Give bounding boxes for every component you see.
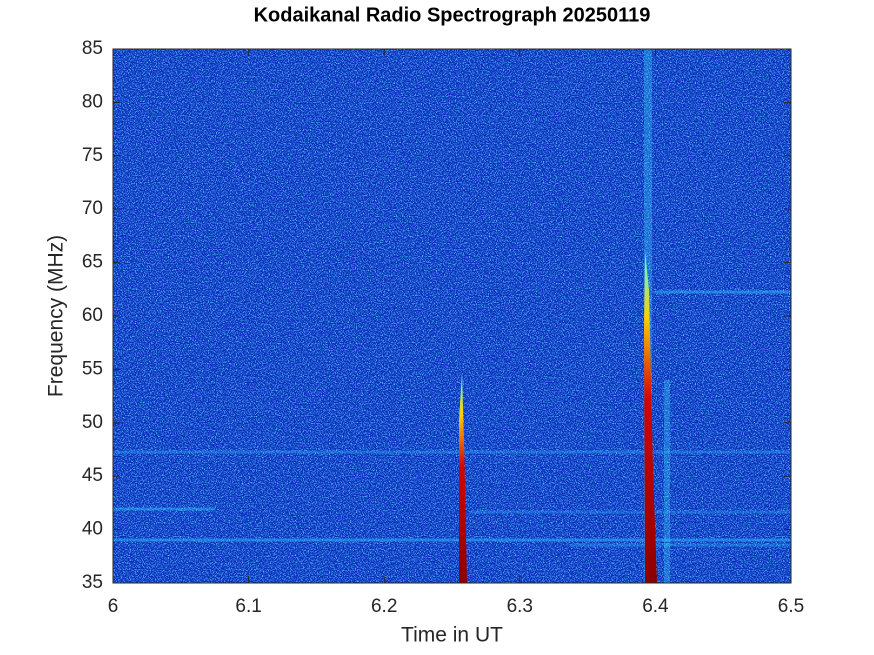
y-tick-label: 65 [82,252,103,273]
x-tick-label: 6.4 [642,596,669,617]
y-tick-label: 80 [82,91,103,112]
y-tick-label: 50 [82,412,103,433]
y-tick-label: 45 [82,465,103,486]
y-axis-label: Frequency (MHz) [45,235,68,397]
x-tick-label: 6 [108,596,119,617]
x-tick-label: 6.1 [235,596,261,617]
y-tick-label: 40 [82,519,103,540]
x-tick-label: 6.2 [371,596,397,617]
y-tick-label: 55 [82,358,103,379]
y-tick-label: 75 [82,145,103,166]
y-tick-label: 85 [82,38,103,59]
y-tick-label: 70 [82,198,103,219]
x-axis-label: Time in UT [401,624,503,647]
chart-title: Kodaikanal Radio Spectrograph 20250119 [254,4,651,26]
y-tick-label: 35 [82,572,103,593]
spectrogram-image [113,49,791,583]
y-tick-label: 60 [82,305,103,326]
x-tick-label: 6.3 [507,596,533,617]
x-tick-label: 6.5 [778,596,804,617]
